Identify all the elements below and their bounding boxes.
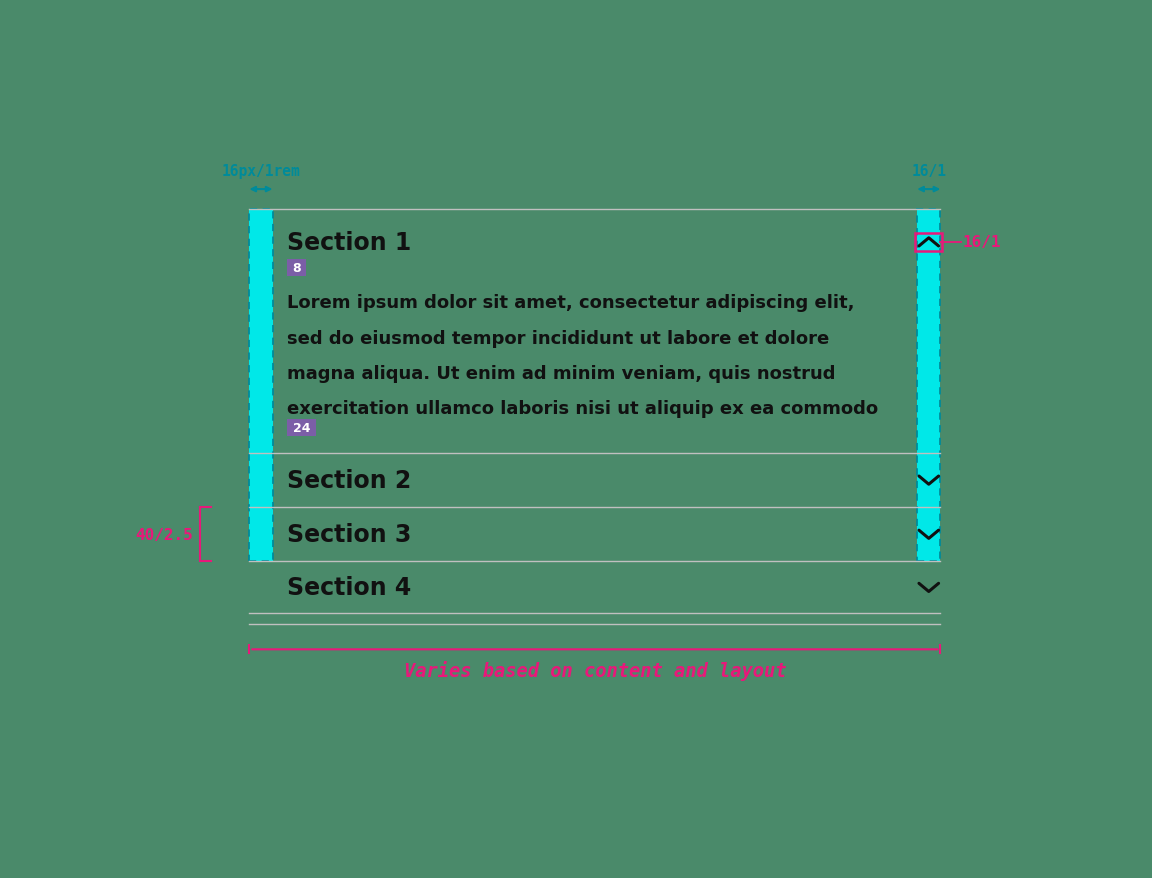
Text: 40/2.5: 40/2.5 (135, 527, 194, 542)
Text: 16px/1rem: 16px/1rem (221, 164, 301, 179)
Text: 16/1: 16/1 (911, 164, 946, 179)
Bar (916, 234, 942, 252)
Text: sed do eiusmod tempor incididunt ut labore et dolore: sed do eiusmod tempor incididunt ut labo… (287, 329, 829, 347)
Text: exercitation ullamco laboris nisi ut aliquip ex ea commodo: exercitation ullamco laboris nisi ut ali… (287, 399, 878, 417)
Text: Section 1: Section 1 (287, 231, 411, 255)
Bar (917, 210, 940, 562)
Text: Section 4: Section 4 (287, 576, 411, 600)
Text: Lorem ipsum dolor sit amet, consectetur adipiscing elit,: Lorem ipsum dolor sit amet, consectetur … (287, 294, 855, 312)
Text: 8: 8 (293, 262, 301, 275)
Bar (249, 210, 273, 562)
Text: 24: 24 (293, 421, 310, 435)
Text: Varies based on content and layout: Varies based on content and layout (403, 660, 786, 680)
Bar (249, 210, 273, 562)
Bar (917, 210, 940, 562)
Text: Section 2: Section 2 (287, 469, 411, 493)
Bar (287, 260, 306, 277)
Bar (287, 419, 317, 436)
Text: magna aliqua. Ut enim ad minim veniam, quis nostrud: magna aliqua. Ut enim ad minim veniam, q… (287, 364, 835, 382)
Text: 16/1: 16/1 (963, 235, 1001, 250)
Text: Section 3: Section 3 (287, 522, 411, 547)
